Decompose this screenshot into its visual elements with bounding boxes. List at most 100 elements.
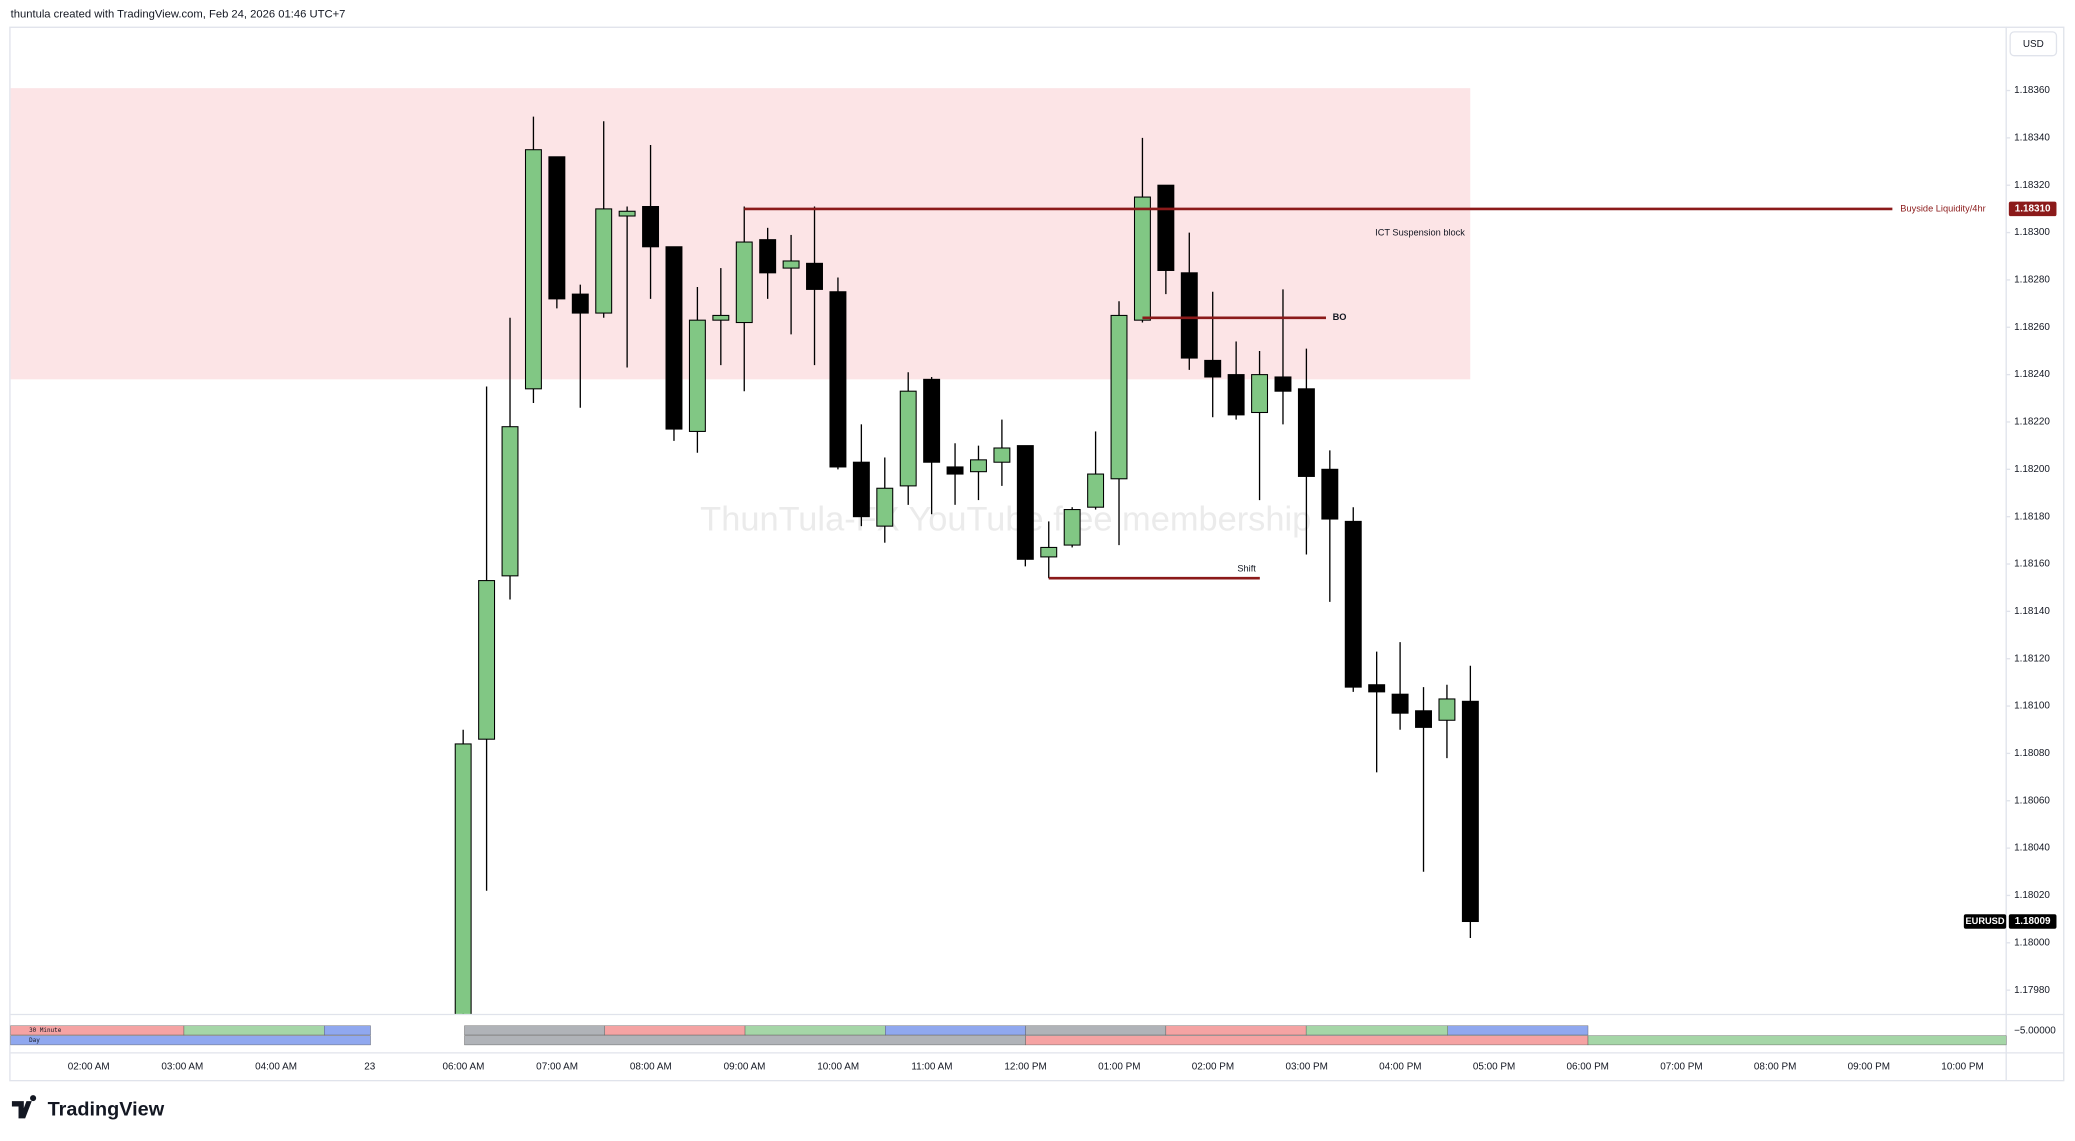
session-band [744,1025,886,1036]
session-band [1165,1025,1307,1036]
bull-body [501,426,519,577]
x-tick-label: 04:00 PM [1379,1061,1421,1072]
x-tick-label: 07:00 AM [536,1061,578,1072]
x-tick-label: 06:00 PM [1567,1061,1609,1072]
bull-body [735,241,753,324]
y-tick-label: 1.18040 [2014,843,2050,854]
bear-body [665,246,683,430]
x-tick-label: 07:00 PM [1660,1061,1702,1072]
symbol-label: EURUSD [1965,916,2004,926]
session-band [1025,1035,1589,1046]
x-tick-label: 06:00 AM [443,1061,485,1072]
bull-body [782,260,800,269]
y-tick-label: 1.18060 [2014,795,2050,806]
x-tick-label: 09:00 PM [1848,1061,1890,1072]
indicator-label: −5.00000 [2014,1026,2056,1037]
bear-body [852,461,870,518]
y-tick-label: 1.18100 [2014,701,2050,712]
bear-body [1415,710,1432,728]
bear-body [1227,374,1245,416]
x-tick-label: 12:00 PM [1004,1061,1046,1072]
session-band [10,1035,371,1046]
x-tick-label: 02:00 PM [1192,1061,1234,1072]
zone-layer [10,88,1471,380]
x-tick-label: 10:00 PM [1941,1061,1983,1072]
x-tick-label: 02:00 AM [68,1061,110,1072]
session-band [885,1025,1026,1036]
y-tick-label: 1.18220 [2014,417,2050,428]
session-band [183,1025,325,1036]
x-tick-label: 05:00 PM [1473,1061,1515,1072]
session-band [604,1025,746,1036]
session-band [1587,1035,2007,1046]
bear-body [829,291,847,468]
bear-body [1297,388,1315,477]
level-price-box [2008,201,2057,217]
bull-body [993,447,1011,463]
y-tick-label: 1.18340 [2014,133,2050,144]
session-band [464,1025,605,1036]
bear-body [1180,272,1198,359]
y-tick-label: 1.18020 [2014,890,2050,901]
level-price: 1.18310 [2015,204,2051,215]
footer: TradingView [11,1095,165,1121]
bull-body [478,580,496,740]
logo-mark [11,1095,37,1119]
y-tick-label: 1.18160 [2014,559,2050,570]
bear-body [1368,684,1386,693]
bull-body [712,314,730,321]
x-tick-label: 03:00 AM [161,1061,203,1072]
y-tick-label: 1.18360 [2014,85,2050,96]
bull-body [618,210,636,217]
indicator-legend: Day [29,1037,40,1044]
y-tick-label: 1.18280 [2014,275,2050,286]
y-tick-label: 1.18260 [2014,322,2050,333]
y-tick-label: 1.18120 [2014,653,2050,664]
frame [9,26,2065,1082]
x-tick-label: 09:00 AM [724,1061,766,1072]
currency-box[interactable] [2009,31,2058,57]
x-tick-label: 04:00 AM [255,1061,297,1072]
y-tick-label: 1.17980 [2014,985,2050,996]
x-tick-label: 10:00 AM [817,1061,859,1072]
bear-body [1321,468,1339,520]
bull-body [1251,374,1269,414]
bear-body [806,262,823,290]
session-band [464,1035,1026,1046]
bull-body [1438,698,1456,721]
level-label: Shift [1237,563,1256,573]
y-tick-label: 1.18000 [2014,937,2050,948]
bull-body [1133,196,1151,321]
bull-body [688,319,706,432]
session-band [324,1025,371,1036]
y-tick-label: 1.18320 [2014,180,2050,191]
bear-body [1344,520,1362,688]
bear-body [1274,376,1292,392]
bear-body [642,206,660,248]
bear-body [1461,700,1479,923]
x-tick-label: 23 [364,1061,376,1072]
overlays: 1.18360 1.18340 1.18320 1.18300 1.18280 1.182… [10,85,2057,1072]
candles [454,116,1479,1014]
last-price-box [2008,914,2057,929]
x-tick-label: 03:00 PM [1285,1061,1327,1072]
bull-body [1040,546,1058,558]
x-tick-label: 08:00 AM [630,1061,672,1072]
bear-body [759,239,777,274]
symbol-box [1963,914,2007,929]
bull-body [899,390,917,487]
bull-body [1110,314,1128,480]
y-tick-label: 1.18200 [2014,464,2050,475]
y-tick-label: 1.18080 [2014,748,2050,759]
bull-body [970,459,987,473]
x-tick-label: 01:00 PM [1098,1061,1140,1072]
bear-body [946,466,964,475]
last-price: 1.18009 [2015,916,2051,927]
x-tick-label: 11:00 AM [911,1061,952,1072]
bull-body [1087,473,1105,508]
indicator-legend: 30 Minute [29,1027,62,1034]
session-band [1305,1025,1448,1036]
y-tick-label: 1.18300 [2014,227,2050,238]
